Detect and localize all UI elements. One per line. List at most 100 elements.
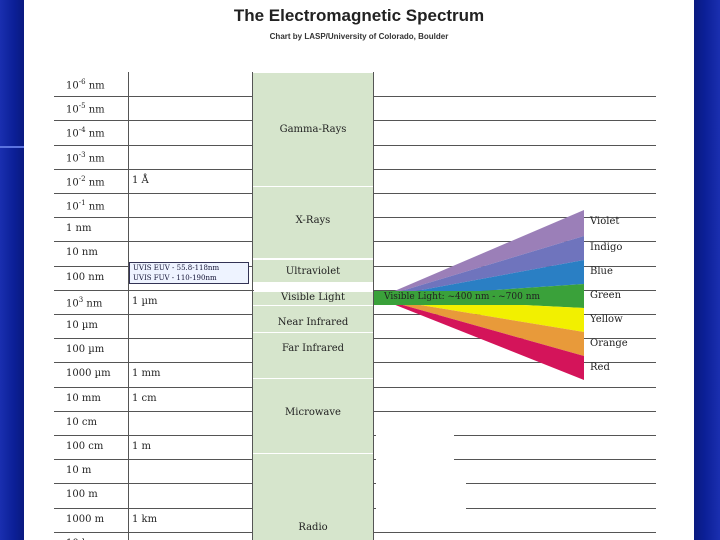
wavelength-exponent: -4 <box>78 126 86 135</box>
blank-region <box>376 470 466 520</box>
wavelength-exponent: -5 <box>78 102 86 111</box>
row-divider <box>54 459 254 461</box>
band-xray <box>253 187 373 258</box>
wavelength-unit: nm <box>85 177 105 189</box>
wavelength-exponent: -1 <box>78 199 86 207</box>
wavelength-label: 10-4 nm <box>66 126 105 139</box>
band-near-ir <box>253 306 373 332</box>
row-divider <box>54 120 254 122</box>
row-divider <box>54 362 254 364</box>
wavelength-unit: nm <box>85 201 105 213</box>
wavelength-label: 10 cm <box>66 417 97 428</box>
row-divider <box>374 144 656 146</box>
color-label-violet: Violet <box>590 216 620 227</box>
band-radio <box>253 454 373 540</box>
wavelength-base: 1000 µm <box>66 368 111 380</box>
wavelength-label: 1 nm <box>66 223 91 234</box>
equivalent-unit-label: 1 m <box>132 441 152 452</box>
row-divider <box>374 96 656 98</box>
visible-light-range-label: Visible Light: ~400 nm - ~700 nm <box>384 292 541 302</box>
spectrum-wedge-violet <box>378 210 584 298</box>
row-divider <box>54 338 254 340</box>
uvis-euv-label: UVIS EUV - 55.8-118nm <box>133 264 220 272</box>
color-label-indigo: Indigo <box>590 242 623 253</box>
wavelength-base: 10 nm <box>66 247 98 259</box>
row-divider <box>54 241 254 243</box>
spectrum-wedge-indigo <box>378 236 584 298</box>
wavelength-base: 10 µm <box>66 320 98 331</box>
column-divider <box>128 72 129 540</box>
wavelength-base: 10 <box>66 80 79 92</box>
row-divider <box>374 168 656 170</box>
wavelength-base: 10 <box>66 104 79 116</box>
row-divider <box>54 483 254 485</box>
row-divider <box>374 362 656 364</box>
row-divider <box>374 120 656 122</box>
wavelength-label: 10-6 nm <box>66 78 105 91</box>
wavelength-unit: nm <box>83 298 103 310</box>
spectrum-wedge-red <box>378 298 584 380</box>
wavelength-label: 10 m <box>66 465 91 476</box>
row-divider <box>374 193 656 194</box>
wavelength-label: 103 nm <box>66 296 102 309</box>
row-divider <box>374 531 656 533</box>
band-label-far-ir: Far Infrared <box>281 343 345 354</box>
wavelength-base: 10 <box>66 201 79 213</box>
band-label-microwave: Microwave <box>285 407 341 418</box>
row-divider <box>54 531 254 533</box>
wavelength-label: 10-1 nm <box>66 199 105 212</box>
row-divider <box>54 507 254 509</box>
wavelength-unit: nm <box>85 128 105 140</box>
band-visible <box>253 292 373 305</box>
row-divider <box>54 410 254 412</box>
color-label-blue: Blue <box>590 266 613 277</box>
slide-left-border <box>0 0 24 540</box>
chart-title: The Electromagnetic Spectrum <box>233 6 485 25</box>
row-divider <box>54 168 254 170</box>
row-divider <box>54 144 254 146</box>
wavelength-base: 10 <box>66 177 79 189</box>
band-microwave <box>253 379 373 453</box>
uvis-range-box: UVIS EUV - 55.8-118nm UVIS FUV - 110-190… <box>129 262 249 284</box>
band-label-radio: Radio <box>298 522 328 533</box>
row-divider <box>374 435 656 436</box>
slide-accent-line <box>0 146 24 148</box>
wavelength-label: 1000 m <box>66 514 104 525</box>
column-divider <box>373 72 374 540</box>
row-divider <box>54 289 254 291</box>
equivalent-unit-label: 1 Å <box>132 174 149 186</box>
visible-light-bar <box>374 291 584 305</box>
wavelength-base: 10 <box>66 152 79 164</box>
row-divider <box>54 217 254 219</box>
row-divider <box>374 483 656 485</box>
column-divider <box>252 72 253 540</box>
band-uv <box>253 260 373 282</box>
wavelength-exponent: -6 <box>78 78 86 86</box>
band-label-uv: Ultraviolet <box>285 266 341 277</box>
slide-right-border <box>694 0 720 540</box>
row-divider <box>374 410 656 412</box>
spectrum-wedge-blue <box>378 260 584 298</box>
row-divider <box>54 435 254 436</box>
row-divider <box>374 386 656 388</box>
wavelength-base: 1000 m <box>66 513 105 525</box>
wavelength-label: 10 mm <box>66 393 101 404</box>
wavelength-label: 100 cm <box>66 441 103 452</box>
band-label-visible: Visible Light <box>281 292 345 303</box>
wavelength-label: 1000 µm <box>66 368 111 379</box>
band-gamma <box>253 73 373 186</box>
equivalent-unit-label: 1 cm <box>132 392 157 404</box>
equivalent-unit-label: 1 mm <box>132 368 161 380</box>
wavelength-base: 100 nm <box>66 271 105 283</box>
band-label-gamma: Gamma-Rays <box>279 124 347 135</box>
wavelength-unit: nm <box>85 104 105 116</box>
wavelength-base: 10 <box>66 128 79 140</box>
row-divider <box>374 217 656 219</box>
wavelength-unit: nm <box>85 152 105 164</box>
equivalent-unit-label: 1 km <box>132 513 158 525</box>
wavelength-label: 10-2 nm <box>66 175 105 188</box>
wavelength-base: 10 mm <box>66 392 101 404</box>
row-divider <box>374 507 656 509</box>
wavelength-unit: nm <box>85 80 105 92</box>
wavelength-exponent: 3 <box>78 295 84 304</box>
